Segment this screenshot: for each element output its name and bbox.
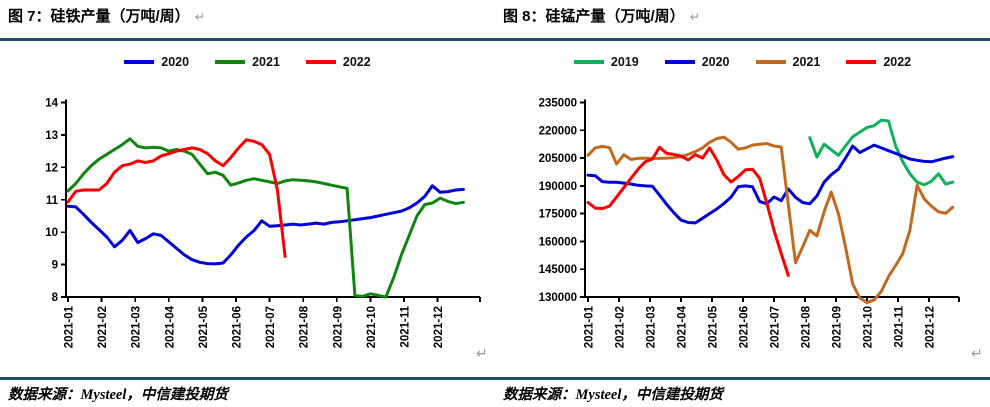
legend-swatch: [846, 60, 877, 64]
legend-item: 2019: [573, 55, 639, 69]
svg-text:11: 11: [46, 195, 59, 207]
figure-title-text: 图 8：硅锰产量（万吨/周）: [503, 8, 685, 25]
chart-canvas: 8 9 10 11 12 13 14 2021-01 2021-02 2021-03 2021-04…: [45, 98, 481, 348]
chart-canvas: 130000 145000 160000 175000 190000 205000 2200…: [539, 98, 960, 348]
svg-text:2021-12: 2021-12: [433, 306, 445, 348]
paragraph-mark-icon: ↵: [476, 346, 488, 362]
svg-text:130000: 130000: [539, 292, 577, 304]
legend-label: 2020: [161, 55, 190, 69]
header-divider: [0, 38, 990, 41]
svg-text:205000: 205000: [539, 153, 577, 165]
legend-swatch: [124, 60, 155, 64]
figure-title: 图 8：硅锰产量（万吨/周） ↵: [503, 5, 700, 26]
svg-text:2021-09: 2021-09: [332, 306, 344, 348]
svg-text:2021-07: 2021-07: [770, 306, 782, 348]
line-chart-silicon-iron[interactable]: 2020 2021 2022 8 9 10 11 12 13 14 2021-01 2021-02 2…: [0, 44, 495, 376]
figure-title-text: 图 7：硅铁产量（万吨/周）: [8, 8, 190, 25]
svg-text:2021-10: 2021-10: [863, 306, 875, 348]
footer-divider: [0, 377, 990, 380]
legend-swatch: [573, 60, 604, 64]
legend-item: 2020: [124, 55, 189, 69]
figure-8: 图 8：硅锰产量（万吨/周） ↵ 2019 2020 2021 2022 130000 1…: [495, 0, 990, 407]
svg-text:2021-08: 2021-08: [299, 305, 311, 348]
paragraph-mark-icon: ↵: [194, 10, 205, 24]
svg-text:145000: 145000: [539, 264, 577, 276]
legend-item: 2020: [664, 55, 730, 69]
svg-text:190000: 190000: [539, 181, 577, 193]
chart-legend: 2019 2020 2021 2022: [495, 55, 990, 69]
svg-text:220000: 220000: [539, 125, 577, 137]
svg-text:2021-12: 2021-12: [925, 306, 937, 348]
legend-label: 2019: [610, 55, 639, 69]
svg-text:2021-02: 2021-02: [97, 306, 109, 348]
svg-text:2021-01: 2021-01: [584, 305, 596, 348]
svg-text:2021-06: 2021-06: [739, 306, 751, 348]
svg-text:2021-03: 2021-03: [646, 306, 658, 348]
legend-label: 2022: [883, 55, 912, 69]
svg-text:2021-10: 2021-10: [366, 306, 378, 348]
svg-text:2021-04: 2021-04: [677, 305, 689, 348]
svg-text:2021-03: 2021-03: [131, 306, 143, 348]
svg-text:2021-09: 2021-09: [832, 306, 844, 348]
svg-text:2021-01: 2021-01: [64, 305, 76, 348]
legend-label: 2021: [252, 55, 280, 69]
svg-text:235000: 235000: [539, 98, 577, 110]
paragraph-mark-icon: ↵: [971, 346, 983, 362]
svg-text:2021-11: 2021-11: [894, 305, 906, 347]
legend-swatch: [215, 60, 246, 64]
legend-item: 2021: [755, 55, 821, 69]
line-chart-silicon-manganese[interactable]: 2019 2020 2021 2022 130000 145000 160000 17500…: [495, 44, 990, 376]
svg-text:2021-06: 2021-06: [232, 306, 244, 348]
svg-text:13: 13: [45, 130, 58, 142]
legend-item: 2022: [846, 55, 911, 69]
figure-title: 图 7：硅铁产量（万吨/周） ↵: [8, 5, 205, 26]
svg-text:12: 12: [45, 162, 58, 174]
legend-label: 2022: [342, 55, 371, 69]
svg-text:2021-05: 2021-05: [708, 305, 720, 348]
svg-text:2021-05: 2021-05: [198, 305, 210, 348]
svg-text:2021-04: 2021-04: [164, 305, 176, 348]
legend-swatch: [305, 60, 336, 64]
svg-text:160000: 160000: [539, 236, 577, 248]
legend-swatch: [664, 60, 695, 64]
svg-text:2021-07: 2021-07: [265, 306, 277, 348]
svg-text:2021-11: 2021-11: [400, 305, 412, 347]
svg-text:14: 14: [45, 98, 58, 110]
svg-text:2021-02: 2021-02: [615, 306, 627, 348]
svg-text:175000: 175000: [539, 209, 577, 221]
svg-text:9: 9: [52, 260, 58, 272]
chart-legend: 2020 2021 2022: [0, 55, 495, 69]
source-note: 数据来源：Mysteel，中信建投期货: [8, 387, 228, 403]
legend-label: 2021: [792, 55, 821, 69]
svg-text:10: 10: [45, 227, 58, 239]
legend-item: 2022: [305, 55, 371, 69]
paragraph-mark-icon: ↵: [689, 10, 700, 24]
figure-7: 图 7：硅铁产量（万吨/周） ↵ 2020 2021 2022 8 9 10 11 12 13 1…: [0, 5, 495, 403]
legend-item: 2021: [215, 55, 280, 69]
svg-text:8: 8: [52, 292, 59, 304]
legend-label: 2020: [701, 55, 730, 69]
svg-text:2021-08: 2021-08: [801, 305, 813, 348]
source-note: 数据来源：Mysteel，中信建投期货: [503, 387, 723, 403]
legend-swatch: [755, 60, 786, 64]
